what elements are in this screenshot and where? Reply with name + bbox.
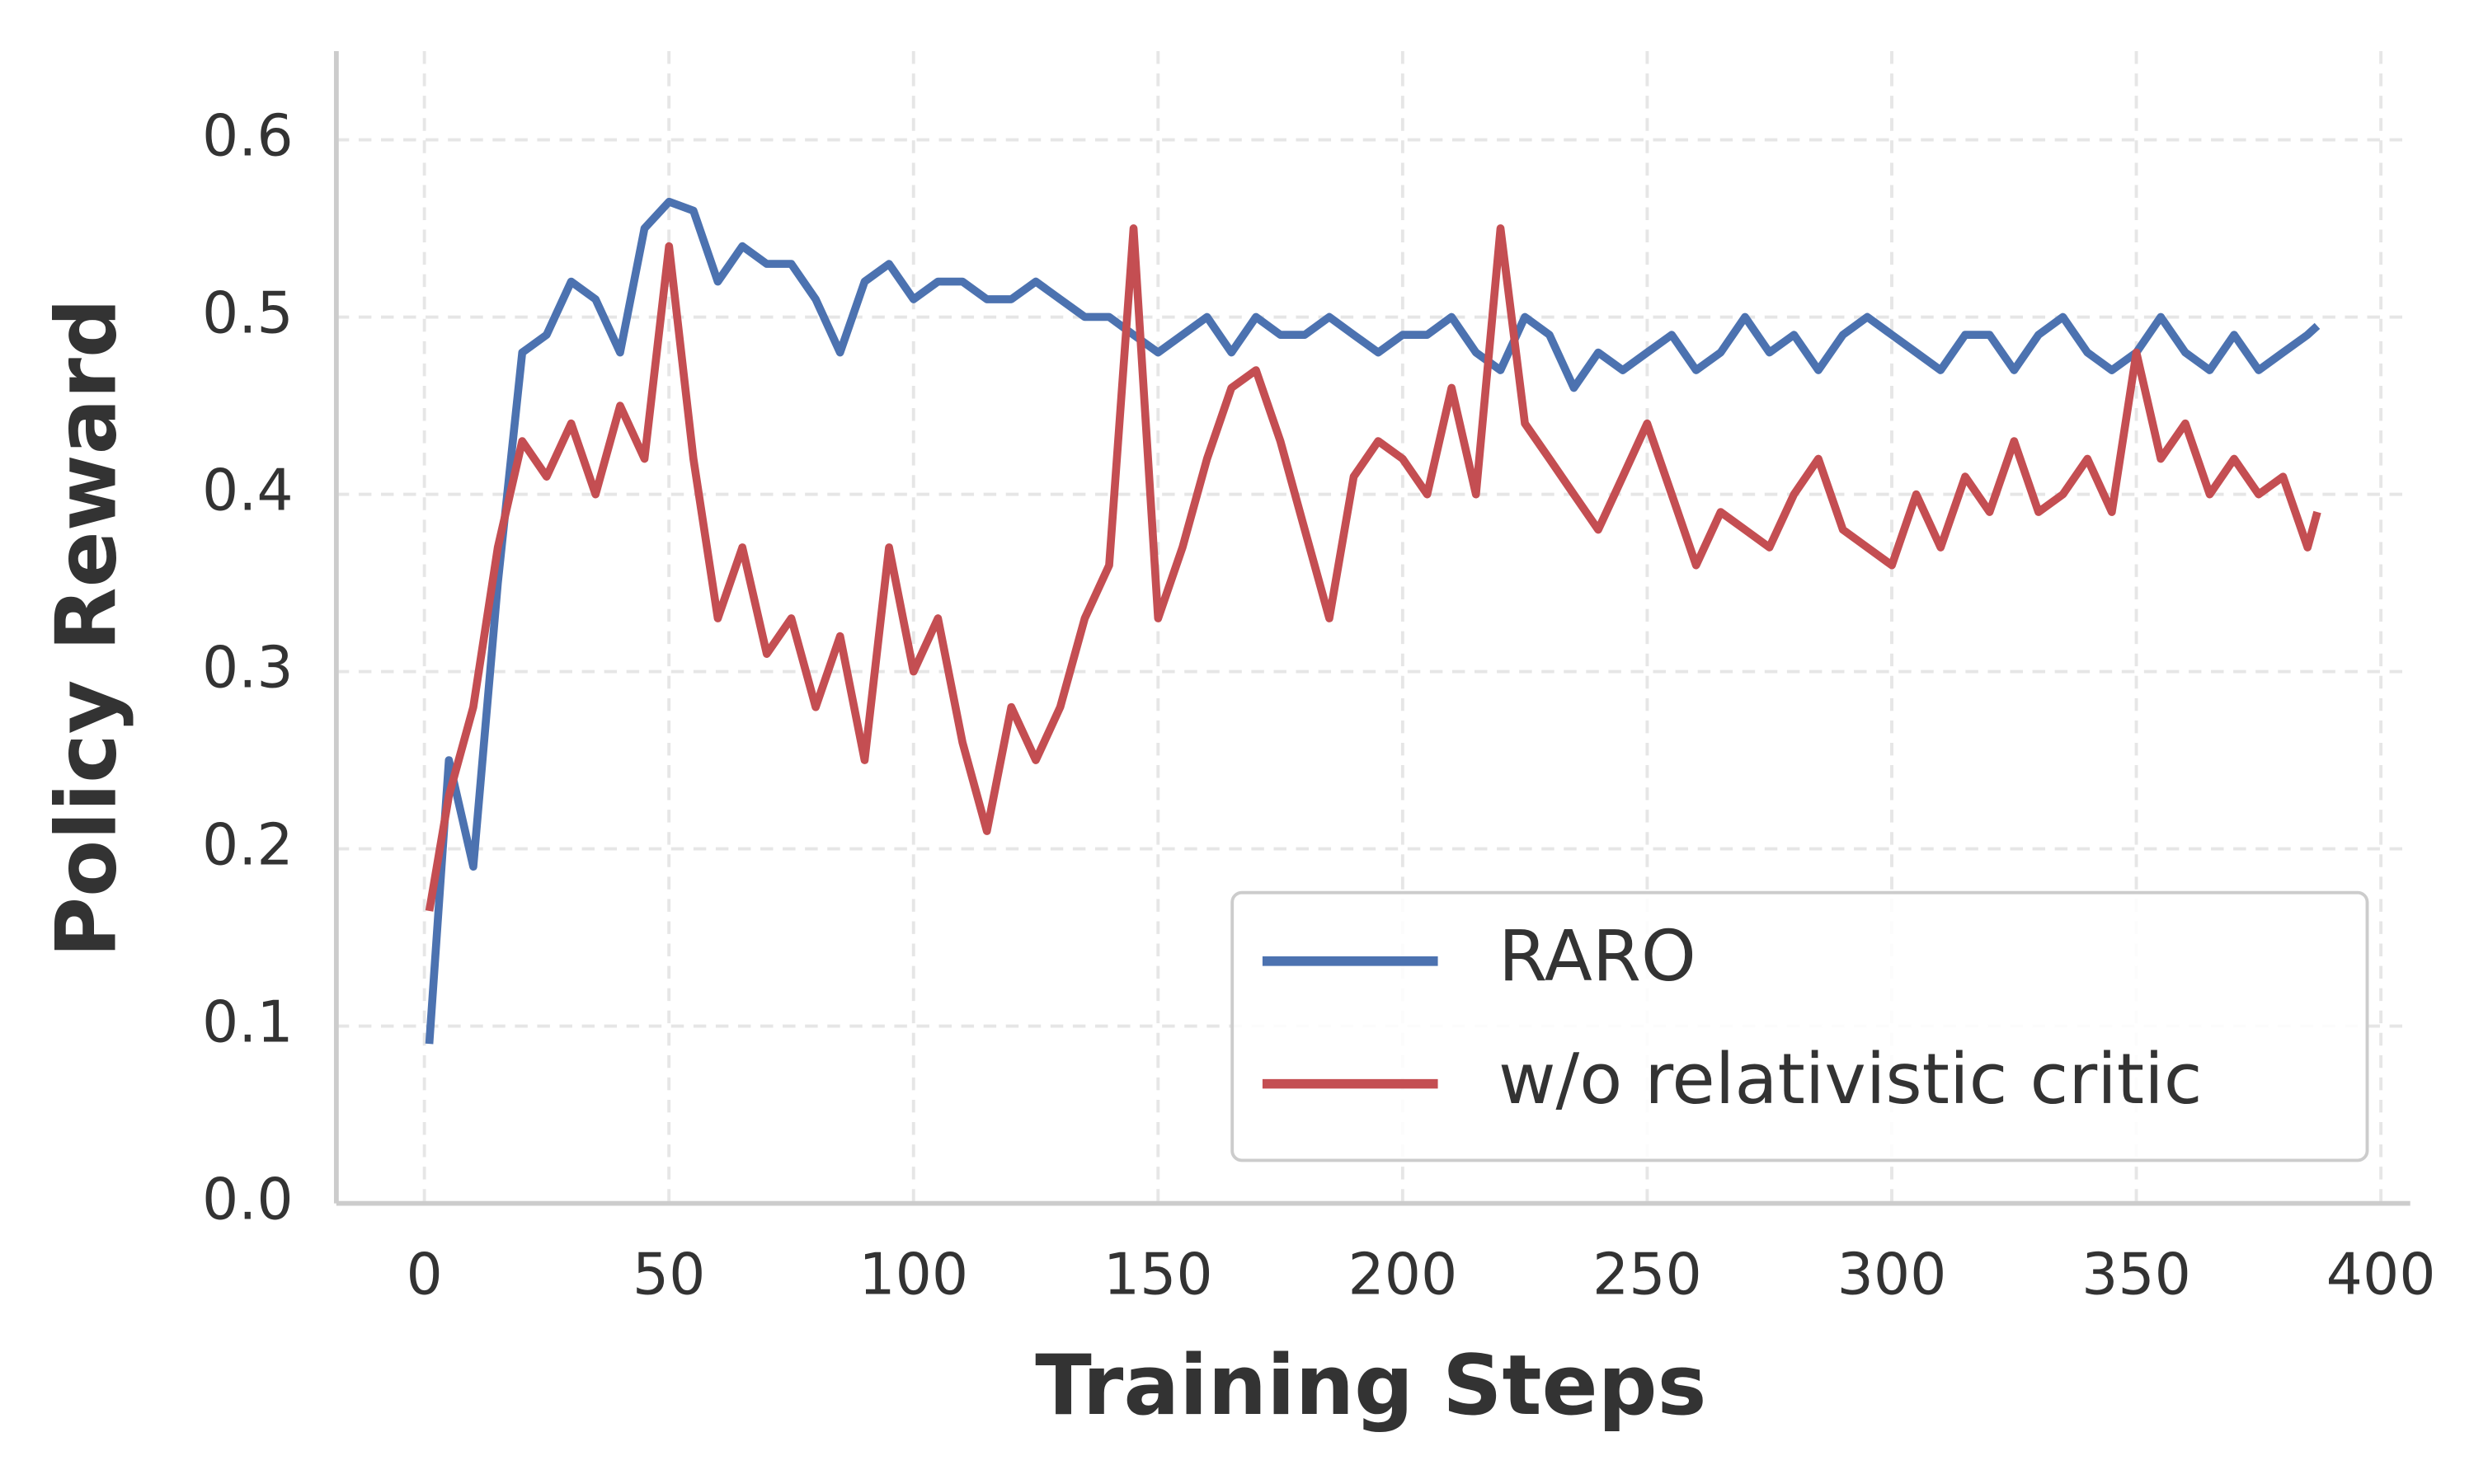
y-tick-label: 0.6 <box>202 103 294 170</box>
legend-label: RARO <box>1498 916 1696 998</box>
y-tick-label: 0.0 <box>202 1167 294 1233</box>
y-tick-label: 0.2 <box>202 812 294 879</box>
x-tick-label: 0 <box>406 1241 442 1308</box>
legend-label: w/o relativistic critic <box>1498 1039 2203 1120</box>
x-tick-label: 200 <box>1348 1241 1457 1308</box>
x-tick-label: 150 <box>1103 1241 1213 1308</box>
legend-box <box>1230 890 2369 1162</box>
x-tick-label: 350 <box>2081 1241 2191 1308</box>
legend: RARO w/o relativistic critic <box>1230 890 2369 1162</box>
x-tick-label: 50 <box>633 1241 706 1308</box>
y-tick-label: 0.3 <box>202 635 294 702</box>
y-tick-label: 0.1 <box>202 989 294 1056</box>
series-line <box>425 197 2321 1045</box>
x-tick-label: 250 <box>1592 1241 1702 1308</box>
y-tick-label: 0.5 <box>202 280 294 347</box>
x-tick-label: 300 <box>1837 1241 1947 1308</box>
x-tick-label: 400 <box>2326 1241 2436 1308</box>
y-axis-label: Policy Reward <box>38 298 134 957</box>
x-axis-label: Training Steps <box>1035 1337 1706 1434</box>
x-tick-label: 100 <box>858 1241 968 1308</box>
series-line <box>425 224 2321 912</box>
y-tick-label: 0.4 <box>202 458 294 524</box>
